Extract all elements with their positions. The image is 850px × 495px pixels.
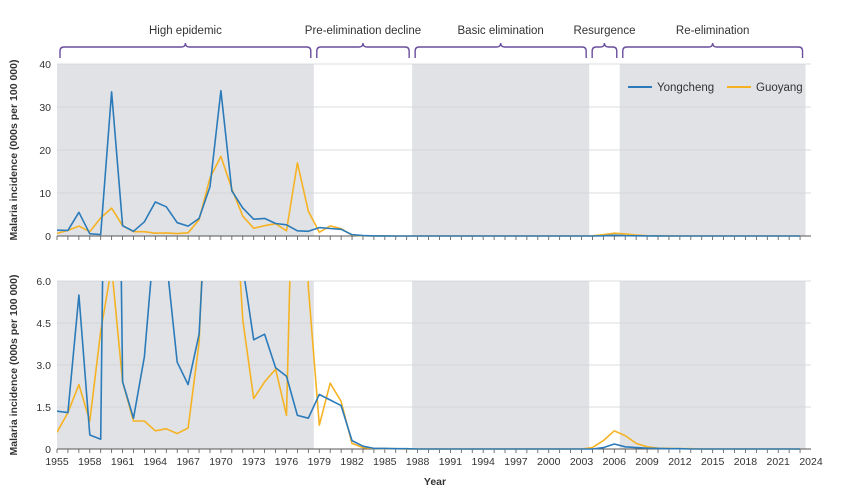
x-tick-label: 1985 bbox=[373, 456, 397, 468]
phase-bracket bbox=[59, 42, 312, 58]
series-line-yongcheng bbox=[57, 89, 801, 237]
x-tick-label: 2024 bbox=[799, 456, 823, 468]
y-axis-title: Malaria incidence (000s per 100 000) bbox=[8, 60, 20, 241]
series-line-yongcheng bbox=[57, 281, 801, 450]
y-tick-label: 10 bbox=[39, 188, 51, 200]
x-axis: 1955 1958 1961 1964 1967 1970 1973 1976 1979 1982… bbox=[45, 456, 823, 468]
y-tick-label: 4.5 bbox=[36, 318, 51, 330]
top-panel: 0 10 20 30 40 Malaria incidence (000s per 100… bbox=[8, 59, 811, 243]
x-tick-label: 2000 bbox=[537, 456, 561, 468]
x-tick-label: 1991 bbox=[439, 456, 463, 468]
y-tick-label: 0 bbox=[45, 444, 51, 456]
x-tick-label: 1994 bbox=[471, 456, 495, 468]
x-tick-label: 1964 bbox=[144, 456, 168, 468]
bottom-panel: 0 1.5 3.0 4.5 6.0 Malaria incidence (000s per… bbox=[8, 275, 811, 456]
legend-label: Yongcheng bbox=[657, 82, 714, 94]
x-tick-label: 1976 bbox=[275, 456, 299, 468]
x-tick-label: 1967 bbox=[176, 456, 200, 468]
x-tick-label: 1958 bbox=[78, 456, 102, 468]
phase-bracket bbox=[316, 42, 410, 58]
x-tick-label: 1979 bbox=[308, 456, 332, 468]
y-tick-label: 40 bbox=[39, 59, 51, 71]
phase-label: Re-elimination bbox=[676, 25, 750, 37]
y-tick-label: 20 bbox=[39, 145, 51, 157]
x-tick-label: 1997 bbox=[504, 456, 528, 468]
y-tick-label: 6.0 bbox=[36, 276, 51, 288]
y-tick-label: 1.5 bbox=[36, 402, 51, 414]
legend-label: Guoyang bbox=[756, 82, 803, 94]
y-tick-label: 30 bbox=[39, 102, 51, 114]
legend: Yongcheng Guoyang bbox=[628, 82, 803, 94]
x-tick-label: 1955 bbox=[45, 456, 69, 468]
phase-brackets: High epidemic Pre-elimination decline Basi… bbox=[59, 25, 804, 58]
x-tick-label: 1970 bbox=[209, 456, 233, 468]
x-tick-label: 2012 bbox=[668, 456, 692, 468]
x-tick-label: 2006 bbox=[603, 456, 627, 468]
phase-label: Pre-elimination decline bbox=[305, 25, 421, 37]
y-tick-label: 3.0 bbox=[36, 360, 51, 372]
y-axis-title: Malaria incidence (000s per 100 000) bbox=[8, 275, 20, 456]
x-tick-label: 2015 bbox=[701, 456, 725, 468]
x-tick-label: 2021 bbox=[767, 456, 791, 468]
phase-bracket bbox=[622, 42, 804, 58]
x-tick-label: 2003 bbox=[570, 456, 594, 468]
y-tick-label: 0 bbox=[45, 231, 51, 243]
x-tick-label: 1973 bbox=[242, 456, 266, 468]
x-axis-title: Year bbox=[424, 476, 446, 488]
x-tick-label: 1982 bbox=[340, 456, 364, 468]
x-tick-label: 1988 bbox=[406, 456, 430, 468]
phase-label: High epidemic bbox=[149, 25, 222, 37]
x-tick-label: 2009 bbox=[635, 456, 659, 468]
x-tick-label: 1961 bbox=[111, 456, 135, 468]
phase-bracket bbox=[591, 42, 618, 58]
phase-label: Basic elimination bbox=[458, 25, 544, 37]
phase-bracket bbox=[414, 42, 587, 58]
phase-label: Resurgence bbox=[573, 25, 635, 37]
x-tick-label: 2018 bbox=[734, 456, 758, 468]
